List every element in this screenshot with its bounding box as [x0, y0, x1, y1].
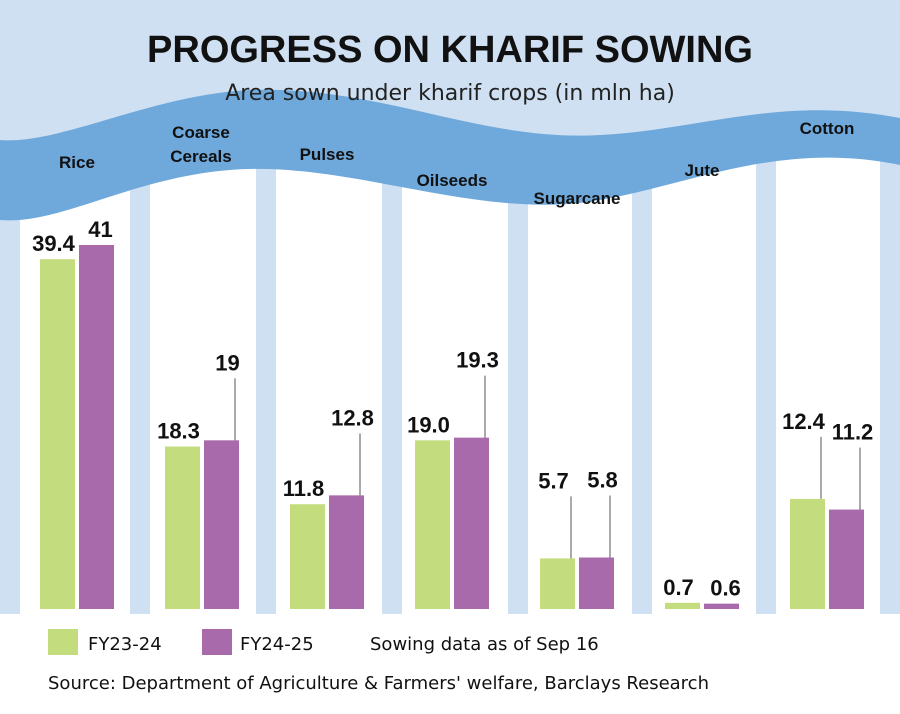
value-label-oilseeds-fy23-24: 19.0: [407, 412, 450, 437]
bar-rice-fy23-24: [40, 259, 75, 609]
bars: [40, 245, 864, 609]
value-label-coarse-cereals-fy24-25: 19: [215, 350, 239, 375]
sowing-note: Sowing data as of Sep 16: [370, 634, 599, 655]
category-label-oilseeds: Oilseeds: [417, 171, 488, 190]
bar-pulses-fy23-24: [290, 504, 325, 609]
category-label-rice: Rice: [59, 153, 95, 172]
legend-label-fy23-24: FY23-24: [88, 634, 162, 655]
legend-swatch-fy24-25: [202, 629, 232, 655]
value-label-coarse-cereals-fy23-24: 18.3: [157, 419, 200, 444]
category-label-sugarcane: Sugarcane: [534, 189, 621, 208]
value-label-pulses-fy24-25: 12.8: [331, 405, 374, 430]
value-label-jute-fy23-24: 0.7: [663, 575, 694, 600]
category-label-coarse-cereals: Coarse Cereals: [170, 123, 231, 166]
source-note: Source: Department of Agriculture & Farm…: [48, 673, 709, 694]
category-label-jute: Jute: [685, 161, 720, 180]
value-label-rice-fy23-24: 39.4: [32, 231, 76, 256]
bar-oilseeds-fy23-24: [415, 440, 450, 609]
value-label-rice-fy24-25: 41: [88, 217, 112, 242]
value-label-jute-fy24-25: 0.6: [710, 576, 741, 601]
legend: FY23-24 FY24-25 Sowing data as of Sep 16: [48, 629, 599, 655]
bar-jute-fy24-25: [704, 603, 739, 609]
value-label-pulses-fy23-24: 11.8: [283, 476, 325, 501]
value-label-sugarcane-fy23-24: 5.7: [538, 468, 569, 493]
value-label-cotton-fy23-24: 12.4: [782, 409, 826, 434]
value-labels: 39.4 41 18.3 19 11.8 12.8 19.0 19.3 5.7 5.8 0.7 0.6…: [32, 217, 873, 601]
bar-cotton-fy24-25: [829, 509, 864, 609]
chart-subtitle: Area sown under kharif crops (in mln ha): [225, 81, 675, 106]
legend-label-fy24-25: FY24-25: [240, 634, 314, 655]
bar-rice-fy24-25: [79, 245, 114, 609]
value-label-cotton-fy24-25: 11.2: [832, 420, 874, 445]
bar-jute-fy23-24: [665, 602, 700, 609]
bar-cotton-fy23-24: [790, 498, 825, 609]
value-label-sugarcane-fy24-25: 5.8: [587, 468, 618, 493]
bar-coarse-cereals-fy24-25: [204, 440, 239, 609]
bar-pulses-fy24-25: [329, 495, 364, 609]
bar-sugarcane-fy24-25: [579, 557, 614, 609]
wave-light: [0, 0, 900, 141]
header-wave: [0, 0, 900, 221]
category-label-cotton: Cotton: [800, 119, 855, 138]
category-label-pulses: Pulses: [300, 145, 355, 164]
bar-sugarcane-fy23-24: [540, 558, 575, 609]
chart-title: PROGRESS ON KHARIF SOWING: [147, 29, 753, 71]
bar-coarse-cereals-fy23-24: [165, 446, 200, 609]
value-label-oilseeds-fy24-25: 19.3: [456, 348, 499, 373]
category-labels: Rice Coarse Cereals Pulses Oilseeds Sugarcane…: [59, 119, 854, 208]
leader-lines: [234, 375, 861, 559]
legend-swatch-fy23-24: [48, 629, 78, 655]
bar-oilseeds-fy24-25: [454, 437, 489, 609]
